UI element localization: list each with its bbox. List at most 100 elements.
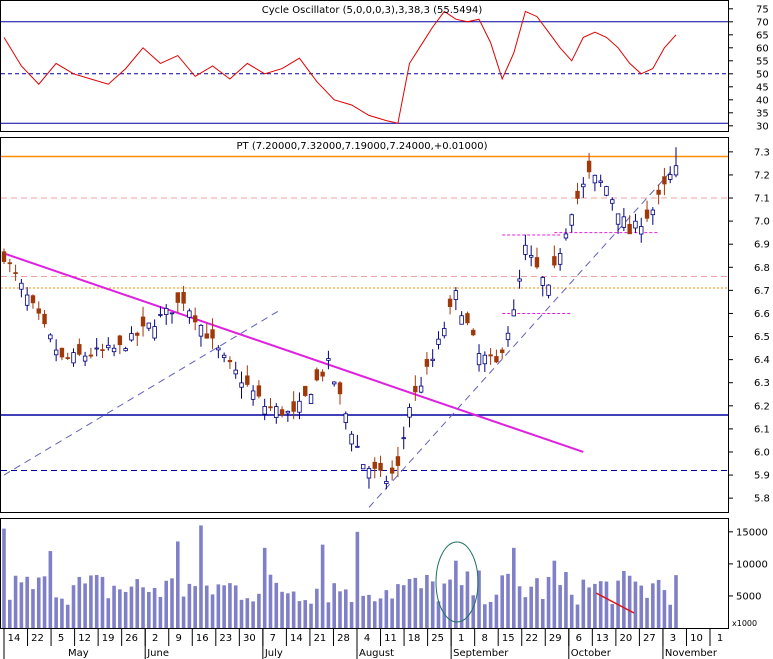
- volume-bar: [245, 598, 250, 628]
- candle-body: [436, 338, 441, 345]
- volume-bar: [274, 582, 279, 628]
- candle-body: [332, 381, 337, 385]
- x-day-label: 23: [219, 633, 232, 644]
- candle-body: [494, 356, 499, 363]
- x-day-label: 18: [408, 633, 421, 644]
- volume-bar: [199, 525, 203, 628]
- price-tick-label: 6.5: [754, 332, 770, 343]
- candle-body: [586, 160, 592, 173]
- volume-surge-ellipse: [435, 541, 479, 623]
- volume-bar: [413, 577, 418, 628]
- price-tick-label: 7.2: [754, 170, 770, 181]
- candle-body: [42, 313, 47, 325]
- candle-body: [430, 358, 435, 361]
- candle-body: [326, 358, 331, 361]
- volume-bar: [569, 594, 574, 628]
- volume-bar: [517, 586, 522, 628]
- candle-body: [476, 353, 482, 366]
- price-tick-label: 6.9: [754, 240, 770, 251]
- volume-bar: [216, 584, 221, 628]
- x-day-label: 8: [481, 633, 487, 644]
- candle-body: [303, 385, 308, 396]
- volume-bar: [48, 551, 53, 628]
- candle-body: [673, 165, 679, 176]
- candle-body: [662, 176, 667, 185]
- volume-bar: [326, 602, 331, 628]
- x-day-label: 25: [431, 633, 444, 644]
- candle-body: [1, 251, 7, 262]
- volume-bar: [558, 585, 562, 628]
- candle-body: [30, 295, 36, 304]
- volume-bar: [332, 583, 337, 628]
- candle-body: [337, 382, 343, 395]
- volume-bar: [378, 598, 383, 628]
- volume-bar: [60, 598, 64, 628]
- candle-body: [569, 214, 574, 226]
- candle-body: [378, 462, 383, 471]
- candle-body: [146, 322, 152, 329]
- volume-bar: [390, 598, 394, 628]
- x-day-label: 5: [58, 633, 64, 644]
- volume-bar: [407, 578, 412, 628]
- candle-body: [447, 298, 453, 307]
- oscillator-tick-label: 35: [756, 108, 769, 119]
- candle-body: [192, 315, 198, 323]
- candle-body: [349, 433, 354, 445]
- candle-body: [314, 369, 320, 381]
- candle-body: [204, 333, 209, 339]
- candle-body: [135, 332, 140, 336]
- price-title: PT (7.20000,7.32000,7.19000,7.24000,+0.0…: [237, 141, 488, 152]
- candle-body: [557, 253, 563, 265]
- volume-bar: [396, 584, 400, 628]
- x-day-label: 20: [619, 633, 632, 644]
- volume-bar: [552, 560, 557, 628]
- volume-bar: [448, 579, 452, 628]
- volume-bar: [129, 586, 134, 628]
- volume-bar: [77, 576, 82, 628]
- candle-body: [250, 390, 256, 400]
- volume-bar: [233, 585, 238, 628]
- candle-body: [320, 371, 325, 377]
- volume-bar: [262, 547, 267, 628]
- price-tick-label: 6.8: [754, 263, 770, 274]
- x-day-label: 7: [270, 633, 276, 644]
- candle-body: [366, 468, 372, 479]
- volume-bar: [228, 583, 232, 628]
- volume-bar: [71, 585, 76, 628]
- candle-body: [59, 347, 65, 358]
- price-horizontal-levels: [1, 155, 728, 471]
- volume-bar: [465, 571, 470, 628]
- price-tick-label: 6.7: [754, 286, 770, 297]
- volume-bar: [19, 582, 24, 628]
- price-tick-label: 6.4: [754, 355, 770, 366]
- volume-bar: [633, 581, 638, 628]
- x-day-label: 10: [690, 633, 703, 644]
- candle-body: [424, 359, 430, 367]
- volume-bar: [135, 579, 140, 628]
- price-tick-label: 6.3: [754, 378, 770, 389]
- volume-bar: [529, 586, 533, 628]
- oscillator-tick-label: 65: [756, 30, 769, 41]
- candle-body: [453, 290, 459, 300]
- x-month-label: September: [453, 648, 509, 659]
- volume-bar: [268, 574, 273, 628]
- volume-bar: [13, 575, 18, 628]
- oscillator-tick-label: 45: [756, 82, 769, 93]
- volume-bar: [604, 581, 609, 628]
- volume-bar: [430, 581, 435, 628]
- x-day-label: 1: [458, 633, 464, 644]
- oscillator-panel: [0, 0, 729, 132]
- volume-bar: [656, 579, 661, 628]
- oscillator-tick-label: 70: [756, 17, 769, 28]
- volume-bar: [94, 575, 99, 628]
- volume-bar: [419, 588, 423, 628]
- candle-body: [644, 209, 650, 219]
- volume-bar: [175, 541, 180, 628]
- volume-multiplier: x1000: [732, 619, 757, 628]
- candle-body: [523, 244, 528, 255]
- x-day-label: 13: [596, 633, 609, 644]
- price-trendlines: [3, 165, 677, 508]
- volume-bar: [164, 580, 169, 628]
- volume-bar: [118, 589, 122, 628]
